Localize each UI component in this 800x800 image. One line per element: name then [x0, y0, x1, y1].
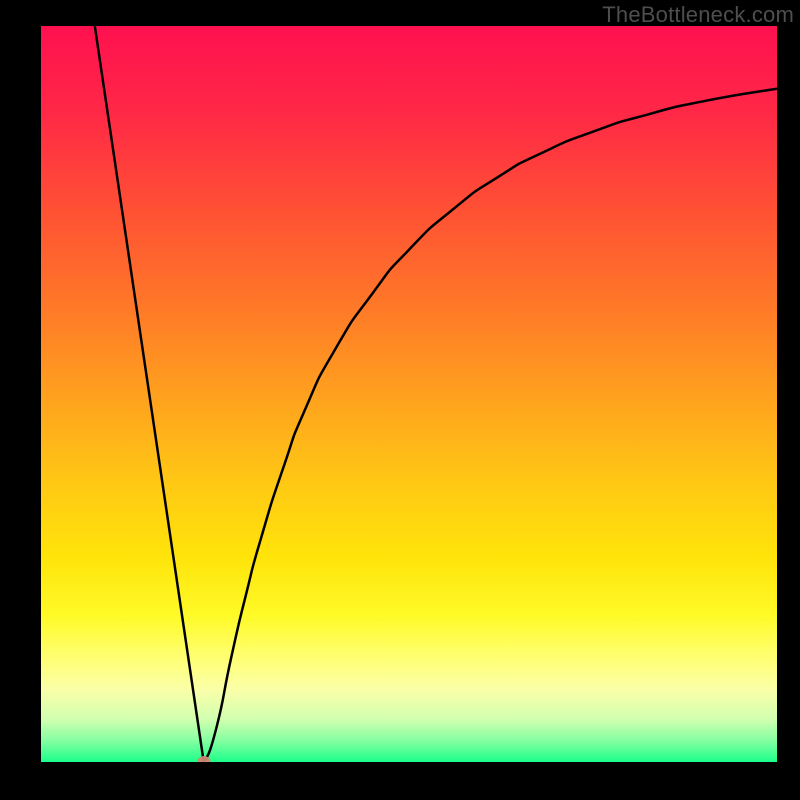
chart-svg — [0, 0, 800, 800]
watermark-text: TheBottleneck.com — [602, 2, 794, 28]
bottleneck-chart: TheBottleneck.com — [0, 0, 800, 800]
